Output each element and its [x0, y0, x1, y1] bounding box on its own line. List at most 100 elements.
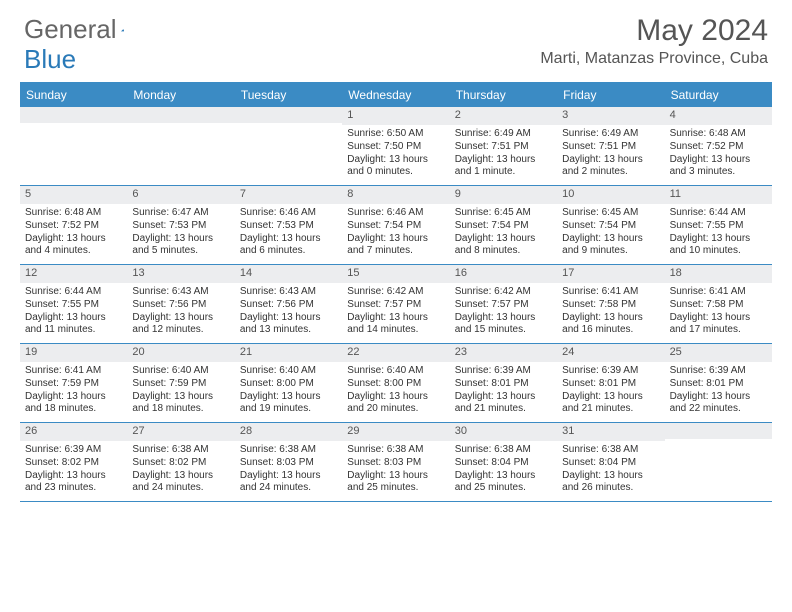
day-number: 8 [342, 186, 449, 204]
sunrise-text: Sunrise: 6:38 AM [562, 444, 659, 457]
sunset-text: Sunset: 7:51 PM [562, 141, 659, 154]
sunrise-text: Sunrise: 6:45 AM [562, 207, 659, 220]
day-cell: 19Sunrise: 6:41 AMSunset: 7:59 PMDayligh… [20, 344, 127, 422]
sunset-text: Sunset: 7:52 PM [25, 220, 122, 233]
day-content: Sunrise: 6:38 AMSunset: 8:04 PMDaylight:… [557, 441, 664, 501]
day-content: Sunrise: 6:42 AMSunset: 7:57 PMDaylight:… [450, 283, 557, 343]
sunset-text: Sunset: 8:01 PM [670, 378, 767, 391]
sunset-text: Sunset: 8:00 PM [240, 378, 337, 391]
weekday-header-row: Sunday Monday Tuesday Wednesday Thursday… [20, 82, 772, 107]
month-title: May 2024 [540, 14, 768, 48]
day-cell: 28Sunrise: 6:38 AMSunset: 8:03 PMDayligh… [235, 423, 342, 501]
calendar-grid: Sunday Monday Tuesday Wednesday Thursday… [20, 82, 772, 502]
day-number: 14 [235, 265, 342, 283]
sunset-text: Sunset: 7:55 PM [670, 220, 767, 233]
sunrise-text: Sunrise: 6:45 AM [455, 207, 552, 220]
sunset-text: Sunset: 8:03 PM [240, 457, 337, 470]
sunset-text: Sunset: 7:58 PM [562, 299, 659, 312]
day-cell: 27Sunrise: 6:38 AMSunset: 8:02 PMDayligh… [127, 423, 234, 501]
daylight-text: Daylight: 13 hours and 17 minutes. [670, 312, 767, 337]
sunrise-text: Sunrise: 6:43 AM [240, 286, 337, 299]
day-cell: 15Sunrise: 6:42 AMSunset: 7:57 PMDayligh… [342, 265, 449, 343]
sunrise-text: Sunrise: 6:44 AM [25, 286, 122, 299]
logo-text-blue: Blue [24, 44, 76, 75]
daylight-text: Daylight: 13 hours and 16 minutes. [562, 312, 659, 337]
daylight-text: Daylight: 13 hours and 3 minutes. [670, 154, 767, 179]
logo-text-general: General [24, 14, 117, 45]
daylight-text: Daylight: 13 hours and 6 minutes. [240, 233, 337, 258]
weekday-header: Tuesday [235, 83, 342, 107]
day-cell [20, 107, 127, 185]
week-row: 5Sunrise: 6:48 AMSunset: 7:52 PMDaylight… [20, 186, 772, 265]
day-content: Sunrise: 6:40 AMSunset: 8:00 PMDaylight:… [342, 362, 449, 422]
sunset-text: Sunset: 8:04 PM [455, 457, 552, 470]
sunset-text: Sunset: 8:02 PM [132, 457, 229, 470]
daylight-text: Daylight: 13 hours and 2 minutes. [562, 154, 659, 179]
day-number: 19 [20, 344, 127, 362]
week-row: 19Sunrise: 6:41 AMSunset: 7:59 PMDayligh… [20, 344, 772, 423]
day-cell: 17 Sunrise: 6:41 AMSunset: 7:58 PMDayligh… [557, 265, 664, 343]
day-number: 26 [20, 423, 127, 441]
day-number: 20 [127, 344, 234, 362]
day-cell [127, 107, 234, 185]
day-number: 28 [235, 423, 342, 441]
day-content: Sunrise: 6:45 AMSunset: 7:54 PMDaylight:… [557, 204, 664, 264]
sunrise-text: Sunrise: 6:41 AM [562, 286, 659, 299]
sunrise-text: Sunrise: 6:38 AM [240, 444, 337, 457]
sunrise-text: Sunrise: 6:42 AM [455, 286, 552, 299]
sunrise-text: Sunrise: 6:39 AM [455, 365, 552, 378]
day-content: Sunrise: 6:46 AMSunset: 7:54 PMDaylight:… [342, 204, 449, 264]
day-content: Sunrise: 6:41 AMSunset: 7:59 PMDaylight:… [20, 362, 127, 422]
day-number: 11 [665, 186, 772, 204]
day-cell: 11Sunrise: 6:44 AMSunset: 7:55 PMDayligh… [665, 186, 772, 264]
day-number: 21 [235, 344, 342, 362]
day-number: 6 [127, 186, 234, 204]
day-cell: 26Sunrise: 6:39 AMSunset: 8:02 PMDayligh… [20, 423, 127, 501]
day-number: 25 [665, 344, 772, 362]
day-number [20, 107, 127, 123]
day-number: 2 [450, 107, 557, 125]
day-cell: 9Sunrise: 6:45 AMSunset: 7:54 PMDaylight… [450, 186, 557, 264]
sunset-text: Sunset: 8:03 PM [347, 457, 444, 470]
sunrise-text: Sunrise: 6:40 AM [240, 365, 337, 378]
daylight-text: Daylight: 13 hours and 8 minutes. [455, 233, 552, 258]
day-cell: 25 Sunrise: 6:39 AMSunset: 8:01 PMDayligh… [665, 344, 772, 422]
day-number: 7 [235, 186, 342, 204]
daylight-text: Daylight: 13 hours and 20 minutes. [347, 391, 444, 416]
week-row: 12Sunrise: 6:44 AMSunset: 7:55 PMDayligh… [20, 265, 772, 344]
sunrise-text: Sunrise: 6:42 AM [347, 286, 444, 299]
daylight-text: Daylight: 13 hours and 1 minute. [455, 154, 552, 179]
day-content: Sunrise: 6:40 AMSunset: 7:59 PMDaylight:… [127, 362, 234, 422]
day-number: 9 [450, 186, 557, 204]
sunset-text: Sunset: 8:01 PM [455, 378, 552, 391]
day-number: 17 [557, 265, 664, 283]
day-content: Sunrise: 6:44 AMSunset: 7:55 PMDaylight:… [665, 204, 772, 264]
day-content: Sunrise: 6:41 AMSunset: 7:58 PMDaylight:… [665, 283, 772, 343]
day-content: Sunrise: 6:50 AMSunset: 7:50 PMDaylight:… [342, 125, 449, 185]
daylight-text: Daylight: 13 hours and 25 minutes. [347, 470, 444, 495]
title-area: May 2024 Marti, Matanzas Province, Cuba [540, 14, 768, 68]
daylight-text: Daylight: 13 hours and 19 minutes. [240, 391, 337, 416]
day-content: Sunrise: 6:39 AMSunset: 8:01 PMDaylight:… [557, 362, 664, 422]
daylight-text: Daylight: 13 hours and 18 minutes. [132, 391, 229, 416]
sunset-text: Sunset: 7:50 PM [347, 141, 444, 154]
day-cell: 3Sunrise: 6:49 AMSunset: 7:51 PMDaylight… [557, 107, 664, 185]
sunrise-text: Sunrise: 6:39 AM [670, 365, 767, 378]
day-number [127, 107, 234, 123]
daylight-text: Daylight: 13 hours and 4 minutes. [25, 233, 122, 258]
sunrise-text: Sunrise: 6:43 AM [132, 286, 229, 299]
sunset-text: Sunset: 7:51 PM [455, 141, 552, 154]
daylight-text: Daylight: 13 hours and 22 minutes. [670, 391, 767, 416]
day-cell: 2Sunrise: 6:49 AMSunset: 7:51 PMDaylight… [450, 107, 557, 185]
day-cell: 30Sunrise: 6:38 AMSunset: 8:04 PMDayligh… [450, 423, 557, 501]
day-number: 16 [450, 265, 557, 283]
sunset-text: Sunset: 8:02 PM [25, 457, 122, 470]
day-cell: 22Sunrise: 6:40 AMSunset: 8:00 PMDayligh… [342, 344, 449, 422]
day-number: 24 [557, 344, 664, 362]
day-cell [235, 107, 342, 185]
weeks-container: 1Sunrise: 6:50 AMSunset: 7:50 PMDaylight… [20, 107, 772, 502]
daylight-text: Daylight: 13 hours and 25 minutes. [455, 470, 552, 495]
day-content: Sunrise: 6:43 AMSunset: 7:56 PMDaylight:… [235, 283, 342, 343]
day-content: Sunrise: 6:38 AMSunset: 8:04 PMDaylight:… [450, 441, 557, 501]
day-number: 18 [665, 265, 772, 283]
